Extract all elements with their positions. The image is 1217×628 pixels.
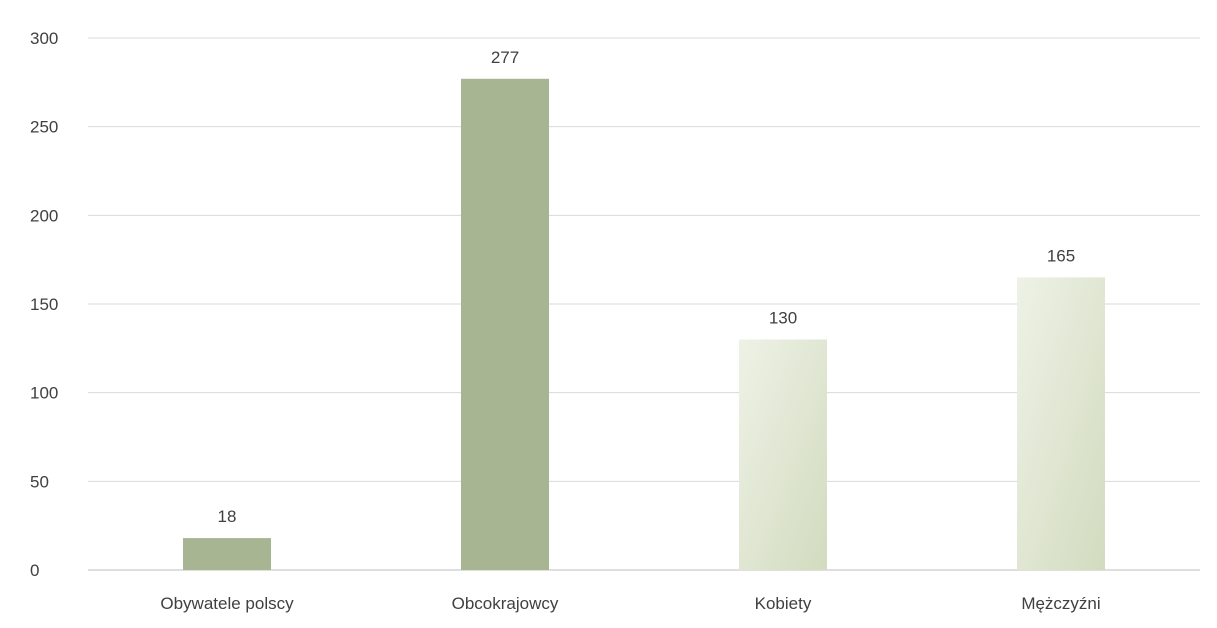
data-label: 277 (491, 48, 519, 67)
y-tick-label: 300 (30, 29, 58, 48)
data-label: 18 (218, 507, 237, 526)
y-tick-label: 250 (30, 118, 58, 137)
gridlines (88, 37, 1200, 571)
y-tick-label: 200 (30, 206, 58, 225)
chart-title (0, 0, 1217, 6)
y-tick-label: 50 (30, 472, 49, 491)
data-label: 130 (769, 308, 797, 327)
x-tick-label: Kobiety (755, 594, 812, 613)
x-axis-ticks: Obywatele polscy Obcokrajowcy Kobiety Mężcz… (160, 594, 1100, 613)
bars (183, 78, 1105, 570)
bar (183, 538, 271, 570)
y-axis-ticks: 0 50 100 150 200 250 300 (30, 29, 58, 580)
x-tick-label: Obcokrajowcy (452, 594, 559, 613)
x-tick-label: Mężczyźni (1021, 594, 1100, 613)
bar (1017, 277, 1105, 570)
data-labels: 18 277 130 165 (218, 48, 1076, 526)
x-tick-label: Obywatele polscy (160, 594, 294, 613)
y-tick-label: 100 (30, 384, 58, 403)
bar (739, 339, 827, 570)
y-tick-label: 150 (30, 295, 58, 314)
bar (461, 78, 549, 570)
y-tick-label: 0 (30, 561, 39, 580)
data-label: 165 (1047, 246, 1075, 265)
